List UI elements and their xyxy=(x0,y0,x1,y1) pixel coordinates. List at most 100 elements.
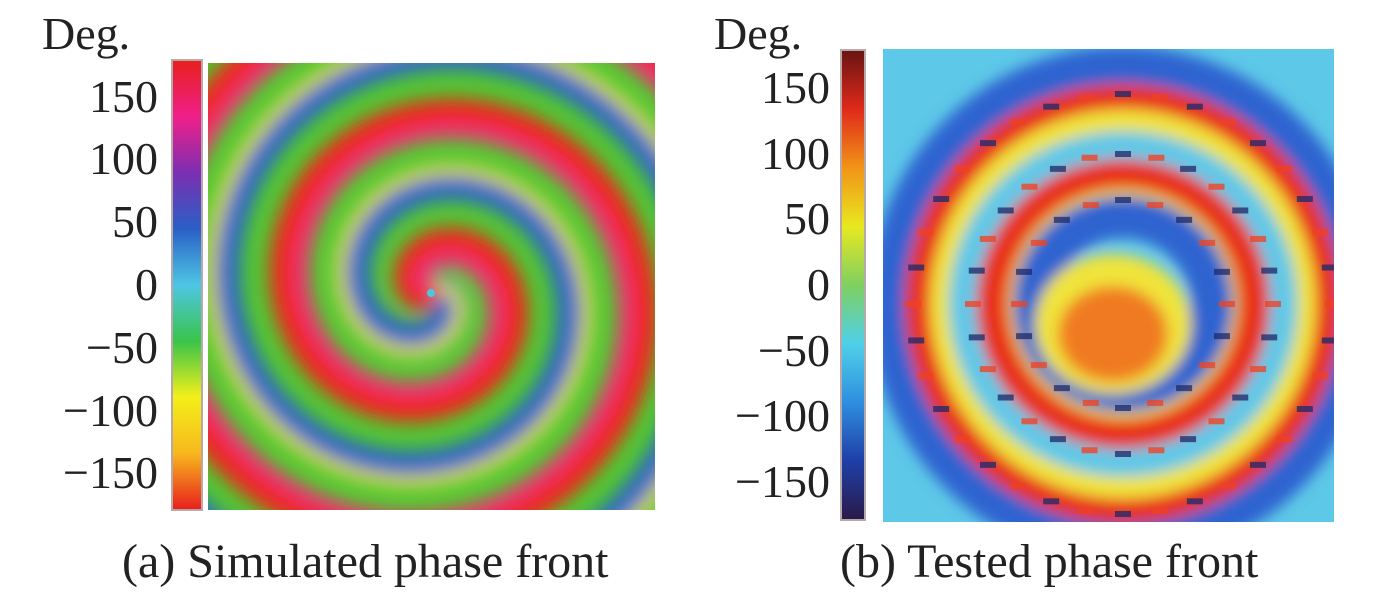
phase-step-artifact xyxy=(1053,216,1070,223)
simulated-phase-map xyxy=(208,63,655,510)
phase-step-artifact xyxy=(1232,394,1249,401)
phase-step-artifact xyxy=(1213,333,1230,340)
phase-step-artifact xyxy=(933,196,950,202)
phase-ring xyxy=(929,109,1317,499)
phase-step-artifact xyxy=(1208,183,1225,190)
colorbar-ticks: 150 100 50 0 −50 −100 −150 xyxy=(690,0,830,599)
phase-step-artifact xyxy=(1220,119,1236,126)
phase-step-artifact xyxy=(968,334,985,341)
phase-step-artifact xyxy=(917,229,934,236)
phase-step-artifact xyxy=(1115,91,1131,97)
phase-step-artifact xyxy=(1220,482,1236,489)
colorbar-tick-label: −100 xyxy=(735,390,830,442)
phase-step-artifact xyxy=(997,394,1014,401)
phase-ring xyxy=(883,49,1334,522)
phase-step-artifact xyxy=(1186,103,1203,110)
caption-simulated: (a) Simulated phase front xyxy=(122,535,609,588)
phase-step-artifact xyxy=(1030,362,1047,369)
colorbar-tick-label: −50 xyxy=(86,321,158,373)
phase-step-artifact xyxy=(1043,498,1060,505)
phase-step-artifact xyxy=(980,461,997,468)
phase-step-artifact xyxy=(1081,154,1098,161)
phase-step-artifact xyxy=(954,435,971,442)
phase-spiral-band xyxy=(208,63,655,510)
colorbar-tick-label: −150 xyxy=(63,447,158,499)
phase-step-artifact xyxy=(980,140,997,147)
phase-step-artifact xyxy=(1321,337,1334,344)
colorbar-tick-label: 0 xyxy=(135,259,158,310)
phase-step-artifact xyxy=(1296,406,1313,412)
phase-step-artifact xyxy=(1151,94,1168,101)
phase-step-artifact xyxy=(1232,207,1249,214)
colorbar-tick-label: −50 xyxy=(758,324,830,376)
phase-step-artifact xyxy=(1275,166,1292,173)
phase-step-artifact xyxy=(1199,239,1216,246)
phase-step-artifact xyxy=(965,301,981,307)
phase-spiral-band xyxy=(208,63,655,510)
phase-step-artifact xyxy=(1147,399,1164,406)
colorbar xyxy=(840,49,866,521)
phase-step-artifact xyxy=(1186,498,1203,505)
phase-step-artifact xyxy=(1115,451,1131,457)
colorbar-tick-label: 150 xyxy=(761,62,830,114)
phase-step-artifact xyxy=(1176,216,1193,223)
phase-step-artifact xyxy=(1250,235,1267,242)
phase-singularity xyxy=(427,289,435,297)
phase-step-artifact xyxy=(979,366,996,373)
phase-step-artifact xyxy=(1043,103,1060,110)
phase-step-artifact xyxy=(1176,385,1193,392)
phase-step-artifact xyxy=(1147,202,1164,209)
phase-step-artifact xyxy=(954,166,971,173)
phase-step-artifact xyxy=(1078,507,1095,514)
phase-step-artifact xyxy=(1312,229,1329,236)
phase-step-artifact xyxy=(908,264,925,271)
phase-step-artifact xyxy=(1199,362,1216,369)
phase-step-artifact xyxy=(1115,151,1131,157)
phase-step-artifact xyxy=(1010,482,1026,489)
phase-step-artifact xyxy=(1053,385,1070,392)
phase-step-artifact xyxy=(1265,301,1281,307)
phase-step-artifact xyxy=(1021,418,1038,425)
phase-ring xyxy=(976,159,1270,449)
colorbar-unit-label: Deg. xyxy=(714,8,803,59)
colorbar-tick-label: 0 xyxy=(807,259,830,310)
phase-step-artifact xyxy=(1115,197,1131,203)
phase-step-artifact xyxy=(1148,154,1165,161)
phase-step-artifact xyxy=(1151,507,1168,514)
colorbar-tick-label: −100 xyxy=(63,384,158,436)
panel-tested: Deg. 150 100 50 0 −50 −100 −150 (b) Tested pha… xyxy=(690,0,1378,599)
colorbar xyxy=(171,59,203,511)
phase-step-artifact xyxy=(1010,119,1026,126)
phase-step-artifact xyxy=(1180,436,1197,443)
phase-step-artifact xyxy=(1249,461,1266,468)
phase-step-artifact xyxy=(1249,140,1266,147)
phase-step-artifact xyxy=(1296,196,1313,202)
phase-core xyxy=(1058,286,1168,382)
phase-step-artifact xyxy=(1312,372,1329,379)
phase-step-artifact xyxy=(997,207,1014,214)
phase-step-artifact xyxy=(1030,239,1047,246)
phase-step-artifact xyxy=(905,301,921,307)
phase-step-artifact xyxy=(1078,94,1095,101)
caption-tested: (b) Tested phase front xyxy=(840,535,1259,588)
colorbar-tick-label: 50 xyxy=(112,196,158,248)
colorbar-tick-label: 100 xyxy=(761,127,830,179)
phase-step-artifact xyxy=(1049,165,1066,172)
phase-step-artifact xyxy=(968,267,985,274)
phase-step-artifact xyxy=(1213,268,1230,275)
phase-step-artifact xyxy=(1011,301,1027,307)
phase-step-artifact xyxy=(1016,268,1033,275)
colorbar-tick-label: 150 xyxy=(89,70,158,122)
colorbar-tick-label: −150 xyxy=(735,455,830,507)
phase-step-artifact xyxy=(1016,333,1033,340)
phase-step-artifact xyxy=(1261,267,1278,274)
colorbar-tick-label: 50 xyxy=(784,193,830,245)
phase-step-artifact xyxy=(1180,165,1197,172)
phase-step-artifact xyxy=(1261,334,1278,341)
phase-step-artifact xyxy=(1250,366,1267,373)
phase-step-artifact xyxy=(1115,511,1131,517)
tested-phase-map xyxy=(883,49,1334,522)
colorbar-tick-label: 100 xyxy=(89,133,158,185)
phase-step-artifact xyxy=(1275,435,1292,442)
phase-step-artifact xyxy=(917,372,934,379)
